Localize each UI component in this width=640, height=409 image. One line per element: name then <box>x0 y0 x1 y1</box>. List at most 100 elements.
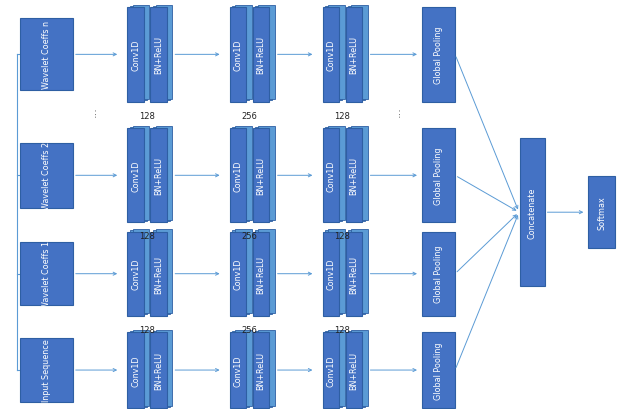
FancyBboxPatch shape <box>230 332 246 408</box>
FancyBboxPatch shape <box>232 7 249 101</box>
FancyBboxPatch shape <box>520 139 545 286</box>
FancyBboxPatch shape <box>150 8 167 102</box>
FancyBboxPatch shape <box>127 129 144 223</box>
FancyBboxPatch shape <box>258 126 275 220</box>
FancyBboxPatch shape <box>235 6 252 100</box>
FancyBboxPatch shape <box>150 332 167 408</box>
FancyBboxPatch shape <box>235 126 252 220</box>
FancyBboxPatch shape <box>20 19 73 91</box>
Text: ...: ... <box>392 106 402 117</box>
Text: Wavelet Coeffs n: Wavelet Coeffs n <box>42 21 51 89</box>
Text: 128: 128 <box>140 232 155 241</box>
FancyBboxPatch shape <box>232 128 249 222</box>
Text: Conv1D: Conv1D <box>234 355 243 386</box>
FancyBboxPatch shape <box>325 231 342 315</box>
FancyBboxPatch shape <box>230 232 246 316</box>
FancyBboxPatch shape <box>422 129 455 223</box>
FancyBboxPatch shape <box>255 128 272 222</box>
FancyBboxPatch shape <box>127 332 144 408</box>
FancyBboxPatch shape <box>156 230 172 313</box>
FancyBboxPatch shape <box>130 231 147 315</box>
Text: 128: 128 <box>335 111 350 120</box>
FancyBboxPatch shape <box>422 8 455 102</box>
FancyBboxPatch shape <box>156 126 172 220</box>
FancyBboxPatch shape <box>258 330 275 406</box>
FancyBboxPatch shape <box>351 126 367 220</box>
FancyBboxPatch shape <box>323 232 339 316</box>
Text: BN+ReLU: BN+ReLU <box>154 351 163 389</box>
FancyBboxPatch shape <box>325 331 342 407</box>
Text: Global Pooling: Global Pooling <box>434 245 443 303</box>
FancyBboxPatch shape <box>346 232 362 316</box>
Text: Conv1D: Conv1D <box>234 258 243 290</box>
FancyBboxPatch shape <box>323 8 339 102</box>
Text: 128: 128 <box>140 111 155 120</box>
Text: 128: 128 <box>335 325 350 334</box>
FancyBboxPatch shape <box>150 129 167 223</box>
FancyBboxPatch shape <box>351 6 367 100</box>
FancyBboxPatch shape <box>348 231 365 315</box>
Text: Conv1D: Conv1D <box>131 355 140 386</box>
Text: BN+ReLU: BN+ReLU <box>257 351 266 389</box>
Text: BN+ReLU: BN+ReLU <box>257 255 266 293</box>
Text: 128: 128 <box>140 325 155 334</box>
Text: Conv1D: Conv1D <box>234 160 243 191</box>
FancyBboxPatch shape <box>20 339 73 402</box>
FancyBboxPatch shape <box>255 7 272 101</box>
FancyBboxPatch shape <box>156 330 172 406</box>
Text: Conv1D: Conv1D <box>131 160 140 191</box>
Text: Conv1D: Conv1D <box>234 40 243 71</box>
Text: BN+ReLU: BN+ReLU <box>154 157 163 195</box>
FancyBboxPatch shape <box>346 332 362 408</box>
Text: Global Pooling: Global Pooling <box>434 342 443 399</box>
FancyBboxPatch shape <box>232 331 249 407</box>
Text: BN+ReLU: BN+ReLU <box>257 157 266 195</box>
Text: 256: 256 <box>242 232 257 241</box>
FancyBboxPatch shape <box>328 6 344 100</box>
FancyBboxPatch shape <box>153 128 170 222</box>
FancyBboxPatch shape <box>127 232 144 316</box>
FancyBboxPatch shape <box>253 232 269 316</box>
FancyBboxPatch shape <box>230 8 246 102</box>
FancyBboxPatch shape <box>127 8 144 102</box>
Text: Global Pooling: Global Pooling <box>434 147 443 204</box>
FancyBboxPatch shape <box>232 231 249 315</box>
FancyBboxPatch shape <box>258 6 275 100</box>
FancyBboxPatch shape <box>132 126 149 220</box>
FancyBboxPatch shape <box>235 330 252 406</box>
Text: Conv1D: Conv1D <box>326 258 335 290</box>
FancyBboxPatch shape <box>253 8 269 102</box>
FancyBboxPatch shape <box>588 177 615 249</box>
FancyBboxPatch shape <box>156 6 172 100</box>
Text: Wavelet Coeffs 1: Wavelet Coeffs 1 <box>42 240 51 308</box>
FancyBboxPatch shape <box>351 230 367 313</box>
Text: BN+ReLU: BN+ReLU <box>349 255 358 293</box>
FancyBboxPatch shape <box>348 331 365 407</box>
Text: ...: ... <box>88 106 98 117</box>
FancyBboxPatch shape <box>328 230 344 313</box>
FancyBboxPatch shape <box>348 7 365 101</box>
FancyBboxPatch shape <box>325 128 342 222</box>
Text: Softmax: Softmax <box>597 196 606 229</box>
FancyBboxPatch shape <box>325 7 342 101</box>
Text: BN+ReLU: BN+ReLU <box>349 36 358 74</box>
FancyBboxPatch shape <box>348 128 365 222</box>
FancyBboxPatch shape <box>230 129 246 223</box>
FancyBboxPatch shape <box>351 330 367 406</box>
Text: Wavelet Coeffs 2: Wavelet Coeffs 2 <box>42 142 51 210</box>
FancyBboxPatch shape <box>346 8 362 102</box>
FancyBboxPatch shape <box>153 331 170 407</box>
FancyBboxPatch shape <box>153 231 170 315</box>
Text: BN+ReLU: BN+ReLU <box>257 36 266 74</box>
Text: Input Sequence: Input Sequence <box>42 339 51 402</box>
FancyBboxPatch shape <box>253 129 269 223</box>
FancyBboxPatch shape <box>132 330 149 406</box>
Text: 256: 256 <box>242 111 257 120</box>
Text: Conv1D: Conv1D <box>326 355 335 386</box>
FancyBboxPatch shape <box>130 331 147 407</box>
FancyBboxPatch shape <box>130 7 147 101</box>
FancyBboxPatch shape <box>20 143 73 209</box>
FancyBboxPatch shape <box>323 129 339 223</box>
Text: BN+ReLU: BN+ReLU <box>349 351 358 389</box>
FancyBboxPatch shape <box>346 129 362 223</box>
